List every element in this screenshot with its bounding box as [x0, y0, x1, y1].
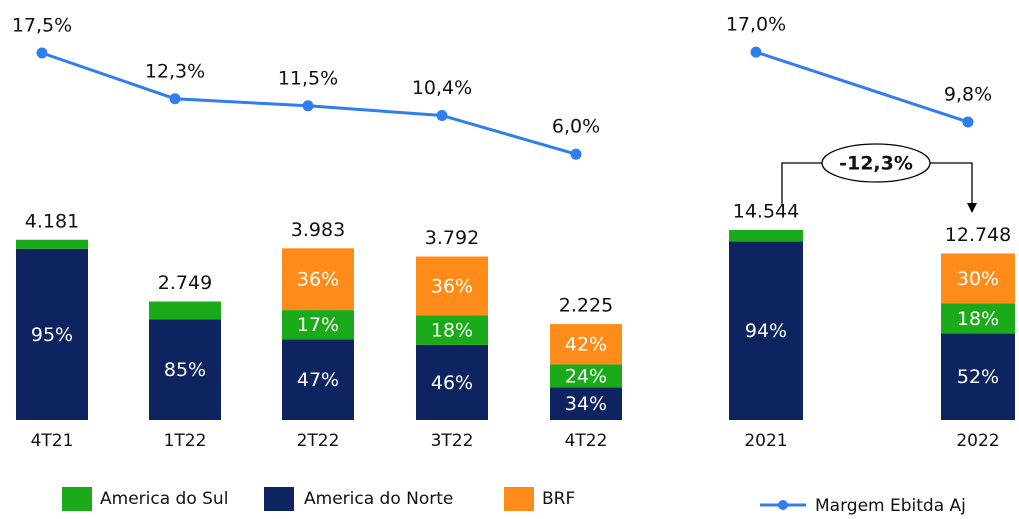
annotation: -12,3%	[781, 143, 977, 213]
segment-label: 24%	[565, 365, 607, 387]
arrow-head	[967, 203, 977, 213]
legend-label: BRF	[542, 489, 575, 509]
total-label: 12.748	[945, 224, 1011, 246]
bar-segment	[729, 241, 803, 420]
line-marker	[36, 47, 48, 59]
total-label: 3.983	[291, 219, 345, 241]
segment-label: 18%	[957, 308, 999, 330]
bar-segment	[416, 344, 488, 420]
segment-label: 46%	[431, 372, 473, 394]
segment-label: 95%	[31, 324, 73, 346]
line-label: 17,5%	[12, 15, 72, 37]
x-tick-label: 4T22	[565, 431, 608, 451]
bracket	[922, 162, 973, 204]
segment-label: 36%	[431, 275, 473, 297]
x-tick-label: 2022	[956, 431, 999, 451]
line-marker	[570, 148, 582, 160]
segment-label: 30%	[957, 268, 999, 290]
legend-label: America do Norte	[304, 489, 453, 509]
legend-swatch	[504, 487, 534, 511]
bar-segment	[729, 229, 803, 242]
total-label: 4.181	[25, 210, 79, 232]
bar-segment	[149, 301, 221, 320]
bar-segment	[550, 364, 622, 388]
annotation-ellipse	[821, 143, 931, 183]
total-label: 2.225	[559, 295, 613, 317]
segment-label: 52%	[957, 366, 999, 388]
bar-segment	[282, 248, 354, 311]
bar-segment	[550, 387, 622, 420]
total-label: 2.749	[158, 272, 212, 294]
line-label: 17,0%	[726, 14, 786, 36]
legend-label: America do Sul	[100, 489, 228, 509]
bar-segment	[941, 333, 1015, 420]
bar-segment	[149, 319, 221, 420]
legend-label: Margem Ebitda Aj	[815, 496, 966, 515]
segment-label: 17%	[297, 314, 339, 336]
segment-label: 36%	[297, 269, 339, 291]
line-marker	[962, 116, 974, 128]
annotation-text: -12,3%	[839, 153, 913, 175]
segment-label: 85%	[164, 359, 206, 381]
bar-segment	[16, 239, 88, 249]
segment-label: 34%	[565, 393, 607, 415]
bar-segment	[550, 324, 622, 365]
segment-label: 18%	[431, 320, 473, 342]
bar-segment	[416, 315, 488, 345]
bar-segment	[282, 339, 354, 420]
x-tick-label: 4T21	[31, 431, 74, 451]
x-tick-label: 2T22	[297, 431, 340, 451]
line-label: 9,8%	[944, 83, 992, 105]
segment-label: 94%	[745, 320, 787, 342]
total-label: 14.544	[733, 200, 799, 222]
segment-label: 47%	[297, 369, 339, 391]
line-label: 11,5%	[278, 67, 338, 89]
bar-segment	[282, 310, 354, 340]
x-tick-label: 3T22	[431, 431, 474, 451]
line-label: 10,4%	[412, 77, 472, 99]
x-tick-label: 2021	[744, 431, 787, 451]
line-label: 12,3%	[145, 60, 205, 82]
line-marker	[302, 100, 314, 112]
legend-swatch	[62, 487, 92, 511]
line	[755, 50, 969, 124]
bar-segment	[941, 253, 1015, 304]
segment-label: 42%	[565, 334, 607, 356]
x-tick-label: 1T22	[164, 431, 207, 451]
bracket	[781, 162, 830, 205]
legend-marker	[778, 500, 788, 510]
bar-segment	[16, 248, 88, 420]
legend-swatch	[264, 487, 294, 511]
total-label: 3.792	[425, 227, 479, 249]
line-label: 6,0%	[552, 116, 600, 138]
legend: America do Sul America do Norte BRF Marg…	[62, 487, 966, 516]
line-marker	[436, 109, 448, 121]
line-marker	[169, 93, 181, 105]
bar-segment	[941, 303, 1015, 334]
line-marker	[750, 46, 762, 58]
bar-segment	[416, 256, 488, 316]
